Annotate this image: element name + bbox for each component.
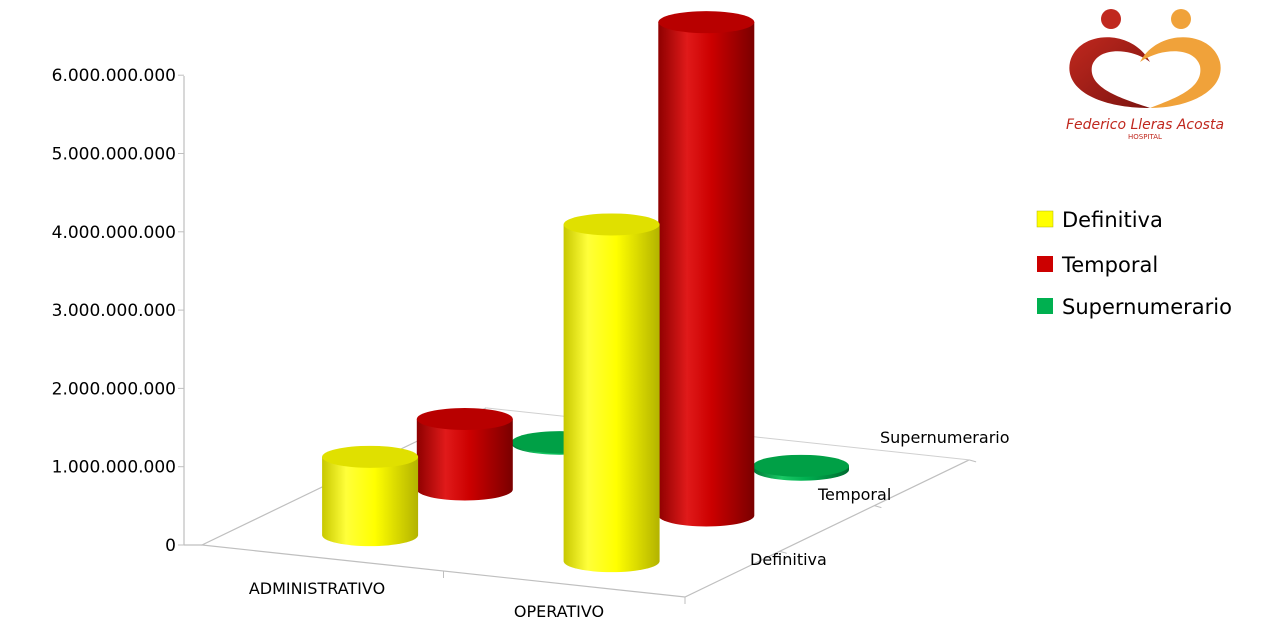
legend: Definitiva Temporal Supernumerario bbox=[1036, 208, 1232, 319]
logo-heart-right bbox=[1140, 37, 1221, 108]
logo-heart-left bbox=[1069, 37, 1150, 108]
bar-body bbox=[322, 456, 419, 547]
y-tick-label: 1.000.000.000 bbox=[52, 458, 176, 478]
y-tick-label: 3.000.000.000 bbox=[52, 301, 176, 321]
y-tick-label: 2.000.000.000 bbox=[52, 379, 176, 399]
bar-body bbox=[416, 418, 513, 501]
bar-definitiva-operativo bbox=[563, 213, 660, 573]
depth-category-label: Temporal bbox=[817, 485, 891, 504]
hospital-logo: Federico Lleras Acosta HOSPITAL bbox=[1066, 9, 1224, 141]
depth-category-label: Definitiva bbox=[750, 550, 827, 569]
bar-supernumerario-operativo bbox=[753, 454, 849, 481]
legend-label-supernumerario: Supernumerario bbox=[1062, 295, 1232, 319]
y-tick-label: 0 bbox=[165, 536, 176, 556]
bar-top bbox=[563, 213, 660, 236]
logo-name: Federico Lleras Acosta bbox=[1066, 117, 1224, 133]
bar-temporal-administrativo bbox=[416, 407, 513, 501]
logo-head-right bbox=[1171, 9, 1191, 29]
chart-bars bbox=[322, 11, 849, 573]
x-category-label: OPERATIVO bbox=[514, 602, 604, 621]
z-tick-mark bbox=[874, 505, 882, 509]
bar-definitiva-administrativo bbox=[322, 445, 419, 547]
bar-top bbox=[753, 454, 849, 477]
z-tick-mark bbox=[968, 459, 977, 463]
y-tick-label: 4.000.000.000 bbox=[52, 223, 176, 243]
z-tick-mark bbox=[779, 550, 787, 554]
depth-category-label: Supernumerario bbox=[880, 428, 1010, 447]
legend-swatch-supernumerario bbox=[1037, 298, 1053, 314]
legend-label-temporal: Temporal bbox=[1061, 253, 1158, 277]
bar-temporal-operativo bbox=[658, 11, 755, 527]
bar-top bbox=[322, 445, 419, 468]
bar-body bbox=[658, 22, 755, 527]
legend-label-definitiva: Definitiva bbox=[1062, 208, 1163, 232]
logo-head-left bbox=[1101, 9, 1121, 29]
y-tick-label: 5.000.000.000 bbox=[52, 145, 176, 165]
logo-subtitle: HOSPITAL bbox=[1128, 133, 1162, 141]
legend-swatch-temporal bbox=[1037, 256, 1053, 272]
chart-labels: 0 1.000.000.000 2.000.000.000 3.000.000.000… bbox=[52, 66, 1010, 621]
legend-swatch-definitiva bbox=[1036, 210, 1054, 228]
bar-top bbox=[416, 407, 513, 430]
bar-top bbox=[658, 11, 755, 34]
bar-body bbox=[563, 224, 660, 573]
x-category-label: ADMINISTRATIVO bbox=[249, 579, 385, 598]
y-tick-label: 6.000.000.000 bbox=[52, 66, 176, 86]
